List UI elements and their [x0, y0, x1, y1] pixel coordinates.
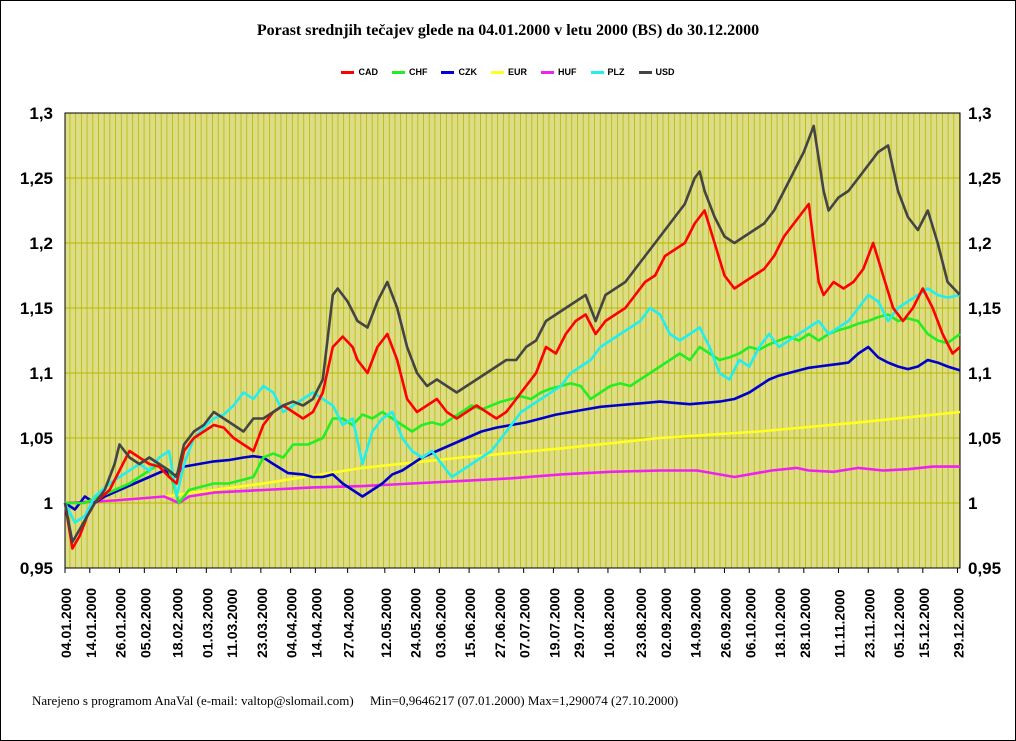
x-tick-label: 27.04.2000: [341, 588, 357, 658]
x-tick-label: 10.08.2000: [601, 588, 617, 658]
legend-swatch: [391, 71, 405, 75]
x-tick-label: 14.09.2000: [688, 588, 704, 658]
x-tick-label: 27.06.2000: [492, 588, 508, 658]
vertical-gridlines: [69, 113, 960, 568]
legend-label: USD: [655, 67, 675, 77]
x-tick-label: 15.06.2000: [462, 588, 478, 658]
x-tick-label: 26.01.2000: [113, 588, 129, 658]
footer-note: Narejeno s programom AnaVal (e-mail: val…: [32, 693, 679, 708]
legend-swatch: [541, 71, 554, 75]
y-tick-label-left: 1,3: [29, 104, 53, 123]
x-tick-label: 14.04.2000: [308, 588, 324, 658]
legend-item-cad: CAD: [341, 67, 378, 77]
legend-label: CHF: [408, 67, 428, 77]
y-tick-label-right: 1: [968, 494, 977, 513]
y-tick-label-right: 1,05: [968, 429, 1001, 448]
plot-area: [65, 113, 960, 568]
x-tick-label: 14.01.2000: [83, 588, 99, 658]
y-tick-label-right: 1,2: [968, 234, 992, 253]
x-tick-label: 06.10.2000: [742, 588, 758, 658]
y-tick-label-right: 0,95: [968, 559, 1001, 578]
y-tick-label-left: 1: [44, 494, 53, 513]
x-tick-label: 29.07.2000: [571, 588, 587, 658]
x-tick-label: 03.06.2000: [432, 588, 448, 658]
chart-title: Porast srednjih tečajev glede na 04.01.2…: [256, 22, 760, 39]
x-tick-label: 04.01.2000: [58, 588, 74, 658]
x-tick-label: 12.05.2000: [378, 588, 394, 658]
legend-label: EUR: [507, 67, 527, 77]
legend-item-eur: EUR: [490, 67, 527, 77]
x-tick-label: 18.10.2000: [772, 588, 788, 658]
chart-legend: CAD CHF CZK EUR HUF PLZ USD: [0, 67, 1016, 77]
legend-swatch: [638, 71, 652, 75]
series-line-chf: [65, 313, 961, 505]
legend-item-czk: CZK: [441, 67, 477, 77]
series-line-eur: [64, 410, 961, 505]
series-line-plz: [63, 287, 961, 524]
x-tick-label: 11.11.2000: [832, 589, 848, 658]
x-tick-label: 19.07.2000: [546, 588, 562, 658]
legend-item-huf: HUF: [541, 67, 577, 77]
plot-border: [64, 112, 961, 569]
series-line-cad: [63, 202, 961, 550]
legend-swatch: [590, 71, 604, 75]
x-tick-label: 11.03.2000: [224, 588, 240, 658]
x-tick-label: 23.03.2000: [254, 588, 270, 658]
legend-label: CZK: [458, 67, 477, 77]
y-tick-label-left: 1,15: [20, 299, 53, 318]
y-tick-label-right: 1,1: [968, 364, 992, 383]
x-tick-label: 28.10.2000: [797, 588, 813, 658]
y-tick-label-left: 0,95: [20, 559, 53, 578]
x-tick-label: 15.12.2000: [916, 588, 932, 658]
x-tick-label: 07.07.2000: [517, 588, 533, 658]
legend-swatch: [341, 71, 355, 75]
series-line-usd: [63, 124, 961, 544]
y-tick-label-right: 1,3: [968, 104, 992, 123]
legend-item-usd: USD: [638, 67, 675, 77]
y-tick-label-right: 1,25: [968, 169, 1001, 188]
legend-swatch: [441, 71, 455, 75]
y-tick-label-left: 1,1: [29, 364, 53, 383]
x-tick-label: 23.08.2000: [633, 588, 649, 658]
y-tick-label-left: 1,05: [20, 429, 53, 448]
x-tick-label: 05.02.2000: [137, 588, 153, 658]
x-tick-label: 04.04.2000: [284, 588, 300, 658]
x-tick-label: 01.03.2000: [199, 588, 215, 658]
x-tick-label: 29.12.2000: [951, 588, 967, 658]
y-tick-label-left: 1,25: [20, 169, 53, 188]
y-tick-label-left: 1,2: [29, 234, 53, 253]
y-tick-label-right: 1,15: [968, 299, 1001, 318]
x-tick-label: 18.02.2000: [170, 588, 186, 658]
x-tick-label: 02.09.2000: [658, 588, 674, 658]
legend-label: CAD: [358, 67, 378, 77]
x-tick-label: 05.12.2000: [891, 588, 907, 658]
legend-item-chf: CHF: [391, 67, 428, 77]
legend-label: PLZ: [607, 67, 625, 77]
legend-item-plz: PLZ: [590, 67, 625, 77]
series-line-huf: [64, 465, 960, 505]
legend-label: HUF: [558, 67, 577, 77]
x-tick-label: 23.11.2000: [861, 588, 877, 658]
x-tick-label: 26.09.2000: [717, 588, 733, 658]
legend-swatch: [490, 71, 504, 75]
x-tick-label: 24.05.2000: [408, 588, 424, 658]
